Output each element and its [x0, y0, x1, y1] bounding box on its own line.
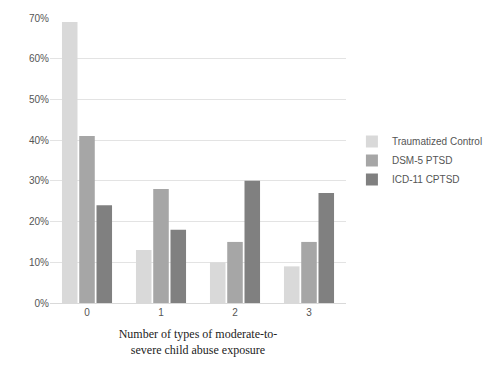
svg-text:ICD-11 CPTSD: ICD-11 CPTSD [392, 174, 460, 185]
svg-text:0%: 0% [35, 298, 50, 309]
svg-text:70%: 70% [29, 13, 49, 24]
svg-text:60%: 60% [29, 53, 49, 64]
svg-text:30%: 30% [29, 175, 49, 186]
svg-text:Number of types of moderate-to: Number of types of moderate-to-severe ch… [119, 327, 278, 357]
svg-text:10%: 10% [29, 257, 49, 268]
svg-text:40%: 40% [29, 135, 49, 146]
svg-text:1: 1 [158, 307, 164, 318]
svg-text:20%: 20% [29, 216, 49, 227]
svg-text:Traumatized Control: Traumatized Control [392, 136, 482, 147]
svg-text:3: 3 [306, 307, 312, 318]
svg-text:50%: 50% [29, 94, 49, 105]
svg-text:2: 2 [232, 307, 238, 318]
svg-text:DSM-5 PTSD: DSM-5 PTSD [392, 155, 453, 166]
svg-text:0: 0 [84, 307, 90, 318]
